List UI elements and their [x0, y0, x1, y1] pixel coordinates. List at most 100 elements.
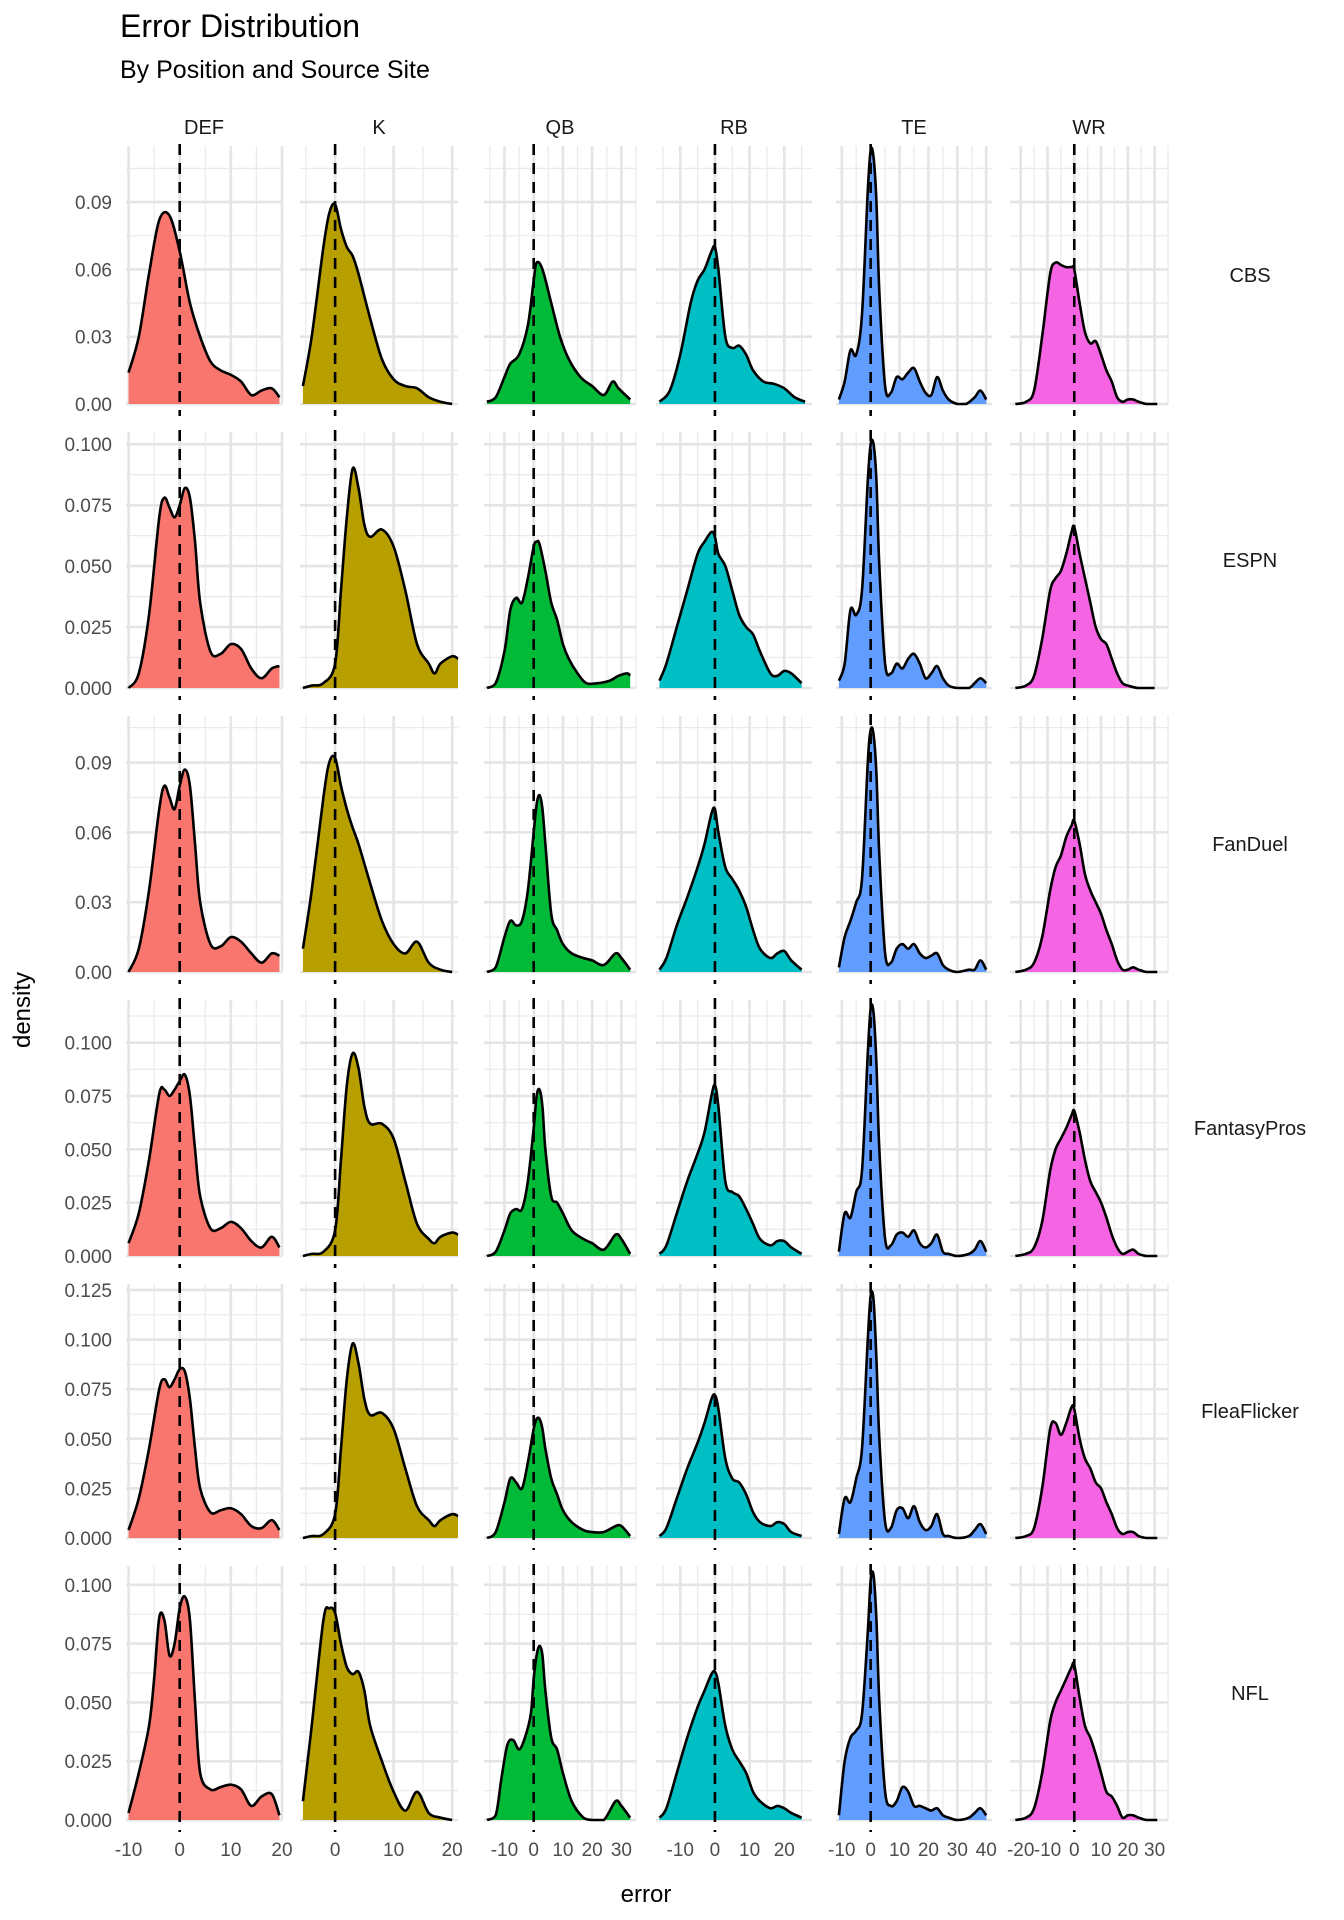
density-line: [658, 244, 806, 403]
panel-espn-rb: [656, 430, 812, 700]
column-strip-label: DEF: [184, 117, 224, 139]
y-tick-label: 0.03: [75, 893, 112, 914]
density-area: [302, 1607, 453, 1820]
density-area: [838, 439, 987, 688]
density-line: [486, 1644, 632, 1822]
column-strip-label: RB: [720, 117, 748, 139]
density-line: [486, 260, 632, 403]
x-tick-label: 0: [1069, 1840, 1080, 1861]
x-tick-label: 10: [1090, 1840, 1111, 1861]
chart-subtitle: By Position and Source Site: [120, 56, 430, 84]
panel-fanduel-wr: [1010, 714, 1169, 984]
column-strip-label: TE: [901, 117, 927, 139]
x-tick-label: 20: [582, 1840, 603, 1861]
x-tick-label: 10: [889, 1840, 910, 1861]
x-tick-label: 10: [383, 1840, 404, 1861]
density-line: [127, 1366, 281, 1531]
panel-fanduel-k: [300, 714, 458, 984]
x-tick-label: -10: [667, 1840, 694, 1861]
density-area: [1015, 1405, 1158, 1538]
y-tick-label: 0.000: [64, 1811, 112, 1832]
panel-espn-k: [300, 430, 459, 700]
density-area: [838, 1291, 987, 1538]
x-tick-label: 30: [947, 1840, 968, 1861]
row-strip-label: NFL: [1231, 1683, 1269, 1705]
density-area: [659, 1394, 802, 1538]
x-tick-label: -20: [1007, 1840, 1034, 1861]
y-tick-label: 0.050: [64, 1693, 112, 1714]
y-tick-label: 0.075: [64, 1635, 112, 1656]
density-area: [486, 1088, 631, 1256]
panel-fanduel-rb: [656, 714, 812, 984]
panel-nfl-te: [836, 1564, 992, 1832]
panel-fleaflicker-def: [126, 1282, 284, 1550]
density-line: [1015, 818, 1158, 974]
density-area: [486, 1645, 631, 1820]
density-line: [301, 754, 453, 974]
density-line: [127, 210, 281, 399]
panel-fantasypros-te: [836, 998, 992, 1268]
row-strip-label: CBS: [1229, 265, 1270, 287]
density-line: [127, 1594, 281, 1816]
y-tick-label: 0.025: [64, 618, 112, 639]
panel-fleaflicker-k: [300, 1282, 459, 1550]
y-tick-label: 0.06: [75, 260, 112, 281]
x-tick-label: 20: [271, 1840, 292, 1861]
density-area: [128, 769, 280, 972]
y-tick-label: 0.100: [64, 1576, 112, 1597]
density-line: [1015, 524, 1155, 690]
x-tick-label: 0: [710, 1840, 721, 1861]
density-area: [486, 540, 631, 688]
density-line: [486, 1416, 632, 1540]
density-line: [1015, 1108, 1158, 1258]
y-tick-label: 0.09: [75, 754, 112, 775]
y-tick-label: 0.03: [75, 328, 112, 349]
y-tick-label: 0.025: [64, 1479, 112, 1500]
panel-cbs-te: [836, 144, 992, 416]
density-area: [302, 1052, 458, 1256]
density-line: [837, 146, 988, 406]
y-tick-label: 0.000: [64, 1247, 112, 1268]
y-tick-label: 0.075: [64, 1380, 112, 1401]
panel-nfl-k: [300, 1564, 458, 1832]
y-tick-label: 0.100: [64, 1331, 112, 1352]
chart-title: Error Distribution: [120, 8, 361, 44]
y-tick-label: 0.100: [64, 1034, 112, 1055]
density-line: [658, 1393, 803, 1538]
density-line: [127, 1072, 281, 1249]
density-line: [837, 1570, 988, 1822]
row-strip-label: ESPN: [1223, 550, 1277, 572]
density-line: [1015, 1661, 1158, 1822]
y-tick-label: 0.06: [75, 823, 112, 844]
density-line: [658, 806, 803, 971]
density-area: [486, 795, 631, 972]
density-area: [128, 1596, 280, 1820]
x-tick-label: 0: [865, 1840, 876, 1861]
density-area: [659, 1084, 802, 1256]
panel-fantasypros-rb: [656, 998, 812, 1268]
x-tick-label: 20: [1117, 1840, 1138, 1861]
density-line: [1015, 1403, 1158, 1540]
x-tick-label: 20: [442, 1840, 463, 1861]
density-area: [838, 727, 987, 972]
density-line: [658, 530, 803, 685]
y-tick-label: 0.025: [64, 1194, 112, 1215]
density-area: [1015, 525, 1155, 688]
density-line: [837, 726, 988, 974]
density-line: [127, 768, 280, 973]
y-tick-label: 0.000: [64, 679, 112, 700]
x-tick-label: 10: [220, 1840, 241, 1861]
density-area: [1015, 1662, 1158, 1820]
x-tick-label: 0: [174, 1840, 185, 1861]
panel-fleaflicker-wr: [1010, 1282, 1169, 1550]
x-axis-label: error: [621, 1881, 672, 1908]
y-tick-label: 0.050: [64, 1430, 112, 1451]
y-tick-label: 0.125: [64, 1281, 112, 1302]
density-area: [659, 807, 802, 972]
panel-cbs-rb: [656, 144, 812, 416]
x-tick-label: 10: [552, 1840, 573, 1861]
density-area: [1015, 262, 1158, 404]
panel-fanduel-qb: [484, 714, 637, 984]
y-axis-label: density: [9, 972, 36, 1048]
x-tick-label: 30: [611, 1840, 632, 1861]
